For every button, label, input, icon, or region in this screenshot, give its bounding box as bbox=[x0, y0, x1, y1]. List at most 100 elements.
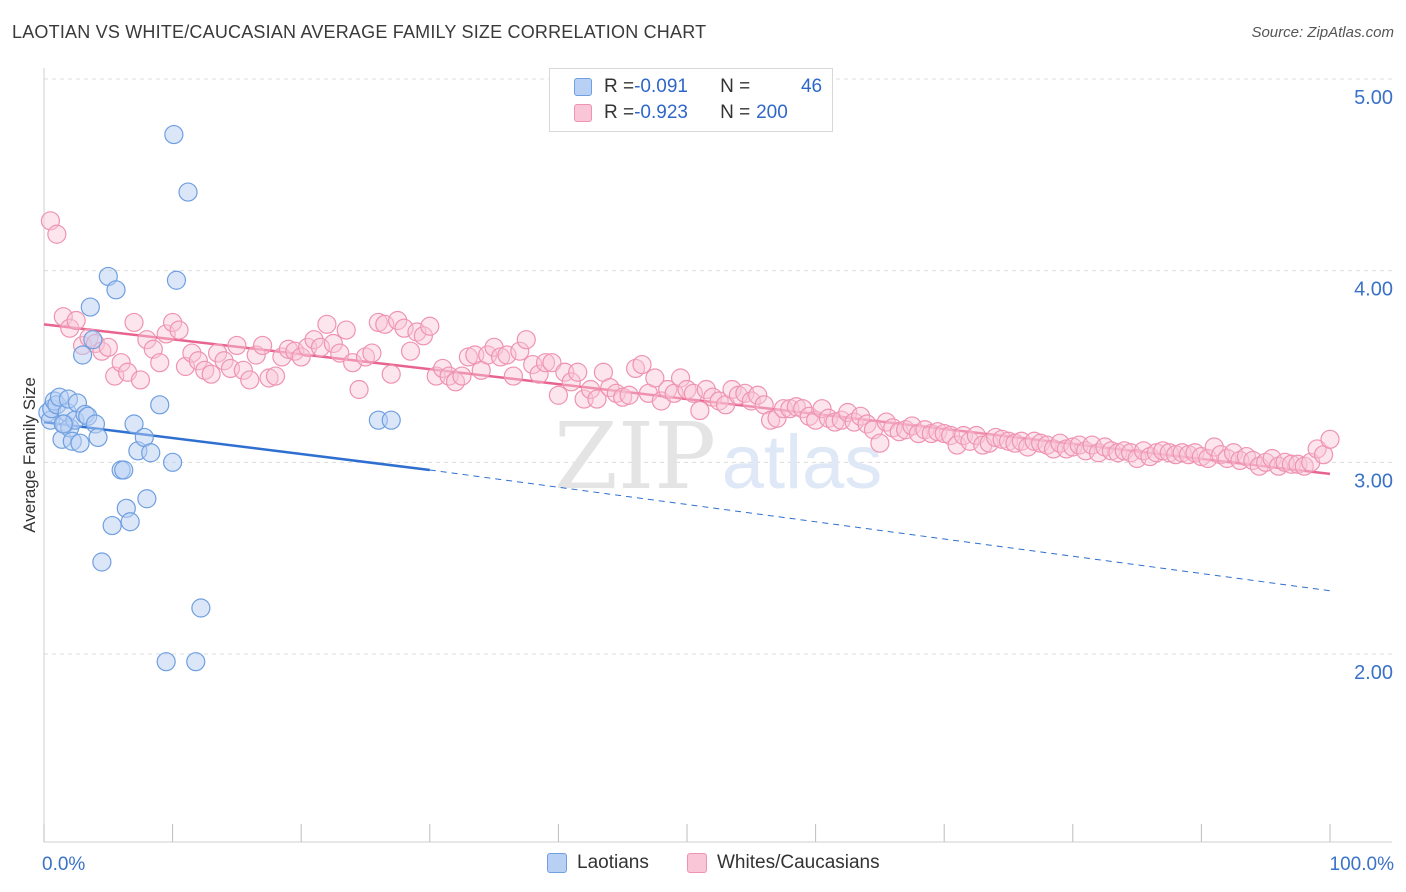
data-point-whites bbox=[793, 399, 813, 419]
x-tick-label-min: 0.0% bbox=[42, 854, 85, 875]
data-point-laotians bbox=[53, 414, 73, 434]
data-point-whites bbox=[150, 353, 170, 373]
data-point-whites bbox=[291, 347, 311, 367]
data-point-whites bbox=[497, 345, 517, 365]
data-point-whites bbox=[66, 310, 86, 331]
data-point-whites bbox=[516, 330, 536, 350]
data-point-laotians bbox=[83, 330, 103, 350]
data-point-whites bbox=[510, 341, 530, 361]
data-point-whites bbox=[182, 343, 202, 363]
data-point-whites bbox=[349, 379, 369, 400]
legend-r-label: R = bbox=[604, 76, 635, 97]
data-point-whites bbox=[188, 351, 208, 371]
data-point-whites bbox=[748, 385, 768, 405]
trend-line-laotians bbox=[43, 420, 430, 472]
legend-r-label: R = bbox=[604, 102, 635, 123]
data-point-whites bbox=[452, 366, 472, 386]
data-point-laotians bbox=[163, 452, 183, 472]
data-point-laotians bbox=[72, 345, 93, 365]
data-point-whites bbox=[947, 435, 967, 455]
data-point-whites bbox=[851, 406, 871, 426]
data-point-laotians bbox=[137, 489, 157, 509]
bottom-legend-label-whites: Whites/Caucasians bbox=[717, 852, 880, 873]
data-point-whites bbox=[561, 372, 581, 392]
data-point-laotians bbox=[150, 395, 170, 415]
series-laotians bbox=[38, 124, 401, 672]
trend-line-laotians-extension bbox=[429, 469, 1331, 592]
data-point-whites bbox=[400, 341, 421, 361]
bottom-legend-label-laotians: Laotians bbox=[577, 852, 649, 873]
data-point-laotians bbox=[106, 280, 126, 300]
data-point-whites bbox=[111, 353, 131, 373]
watermark-atlas: atlas bbox=[722, 420, 883, 505]
data-point-laotians bbox=[141, 443, 161, 463]
y-tick-label-4.00: 4.00 bbox=[1354, 279, 1393, 301]
data-point-laotians bbox=[80, 297, 100, 317]
data-point-laotians bbox=[124, 414, 144, 434]
data-point-whites bbox=[1262, 448, 1282, 469]
data-point-whites bbox=[304, 330, 324, 350]
data-point-whites bbox=[870, 433, 890, 453]
data-point-laotians bbox=[178, 182, 198, 202]
legend-n-value: 200 bbox=[756, 102, 788, 123]
data-point-whites bbox=[535, 353, 556, 373]
data-point-whites bbox=[670, 368, 691, 388]
data-point-laotians bbox=[70, 433, 90, 453]
legend-n-label: N = bbox=[720, 102, 751, 123]
data-point-whites bbox=[1320, 429, 1340, 449]
axes bbox=[43, 68, 1392, 843]
legend-r-value: -0.923 bbox=[634, 102, 688, 123]
watermark: ZIP atlas bbox=[554, 403, 882, 510]
data-point-whites bbox=[240, 370, 260, 390]
data-point-whites bbox=[317, 314, 337, 334]
data-point-whites bbox=[433, 358, 453, 379]
data-point-whites bbox=[587, 389, 607, 409]
data-point-whites bbox=[690, 400, 710, 421]
data-point-whites bbox=[163, 312, 183, 333]
data-point-whites bbox=[47, 224, 67, 244]
data-point-whites bbox=[310, 337, 331, 357]
data-point-whites bbox=[394, 318, 414, 338]
data-point-whites bbox=[130, 370, 151, 390]
y-tick-label-3.00: 3.00 bbox=[1354, 470, 1393, 492]
data-point-whites bbox=[375, 314, 395, 334]
data-point-whites bbox=[362, 343, 382, 363]
data-point-whites bbox=[767, 408, 787, 428]
data-point-whites bbox=[619, 385, 639, 405]
data-point-laotians bbox=[92, 552, 112, 572]
data-point-whites bbox=[201, 364, 221, 384]
data-point-laotians bbox=[381, 410, 401, 430]
data-point-whites bbox=[53, 307, 73, 327]
data-point-laotians bbox=[186, 652, 206, 672]
legend-swatch-whites bbox=[574, 104, 592, 122]
data-point-whites bbox=[645, 368, 665, 388]
legend-swatch-laotians bbox=[574, 78, 592, 96]
x-tick-label-max: 100.0% bbox=[1330, 854, 1395, 875]
data-point-whites bbox=[683, 383, 704, 403]
data-point-whites bbox=[1223, 443, 1244, 463]
data-point-laotians bbox=[88, 427, 108, 448]
data-point-whites bbox=[838, 402, 858, 423]
data-point-whites bbox=[156, 324, 176, 344]
data-point-whites bbox=[388, 310, 408, 331]
data-point-whites bbox=[542, 353, 562, 373]
data-point-whites bbox=[330, 343, 350, 363]
data-point-whites bbox=[1204, 437, 1224, 457]
data-point-whites bbox=[812, 399, 832, 419]
bottom-legend: Laotians Whites/Caucasians bbox=[0, 852, 1406, 876]
data-point-whites bbox=[227, 335, 247, 356]
legend-row-whites: R = -0.923 N = 200 bbox=[574, 100, 806, 126]
bottom-legend-swatch-laotians bbox=[547, 853, 567, 873]
data-point-whites bbox=[169, 320, 189, 340]
chart-title: LAOTIAN VS WHITE/CAUCASIAN AVERAGE FAMIL… bbox=[12, 22, 707, 42]
bottom-legend-swatch-whites bbox=[687, 853, 707, 873]
data-point-whites bbox=[208, 343, 228, 363]
data-point-laotians bbox=[120, 512, 140, 532]
data-point-whites bbox=[902, 416, 922, 436]
data-point-whites bbox=[336, 320, 356, 340]
data-point-whites bbox=[381, 364, 401, 384]
data-point-laotians bbox=[191, 598, 211, 618]
legend: R = -0.091 N = 46 R = -0.923 N = 200 bbox=[549, 68, 833, 132]
data-point-whites bbox=[246, 345, 266, 365]
